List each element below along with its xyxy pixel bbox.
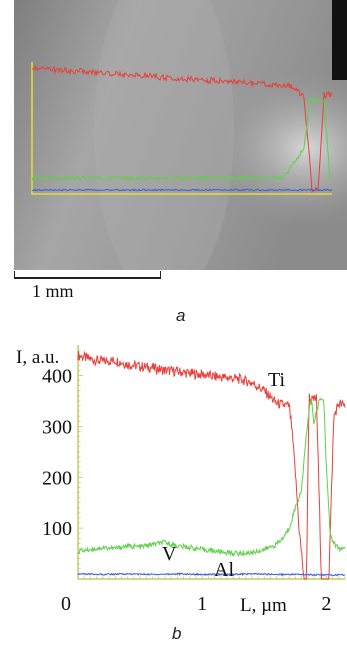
x-tick-label: 1 [197,593,207,615]
micrograph-image [14,0,347,300]
panel-letter-b: b [172,624,182,643]
micrograph-panel [14,0,347,300]
y-axis-label: I, a.u. [16,347,59,368]
series-line-al [77,572,346,577]
series-line-ti [77,350,346,580]
y-tick-label: 300 [42,416,72,438]
y-tick-label: 100 [42,518,72,540]
scale-bar [14,271,161,279]
scale-bar-label: 1 mm [32,281,74,301]
chart-labels: 100 200 300 400 0 1 2 I, a.u. L, µm Ti V Al [16,347,331,616]
series-label-ti: Ti [268,369,286,391]
chart-svg: 100 200 300 400 0 1 2 I, a.u. L, µm Ti V Al [16,345,346,616]
series-line-v [77,397,346,558]
scan-line-ti [31,64,333,194]
scan-line-al [32,188,333,192]
chart-series [77,350,346,580]
y-tick-label: 400 [42,366,72,388]
panel-letter-a: a [176,306,186,325]
series-label-al: Al [214,559,234,581]
y-tick-label: 200 [42,467,72,489]
series-label-v: V [162,543,177,565]
chart-axes [77,345,346,580]
line-scan-chart: 100 200 300 400 0 1 2 I, a.u. L, µm Ti V Al [0,335,347,620]
scan-frame [31,62,332,195]
line-scan-overlay [31,62,333,195]
x-axis-label: L, µm [240,595,287,616]
dark-edge-region [332,0,347,80]
x-tick-label: 0 [61,593,71,615]
x-tick-label: 2 [321,593,331,615]
scan-line-v [31,97,333,182]
